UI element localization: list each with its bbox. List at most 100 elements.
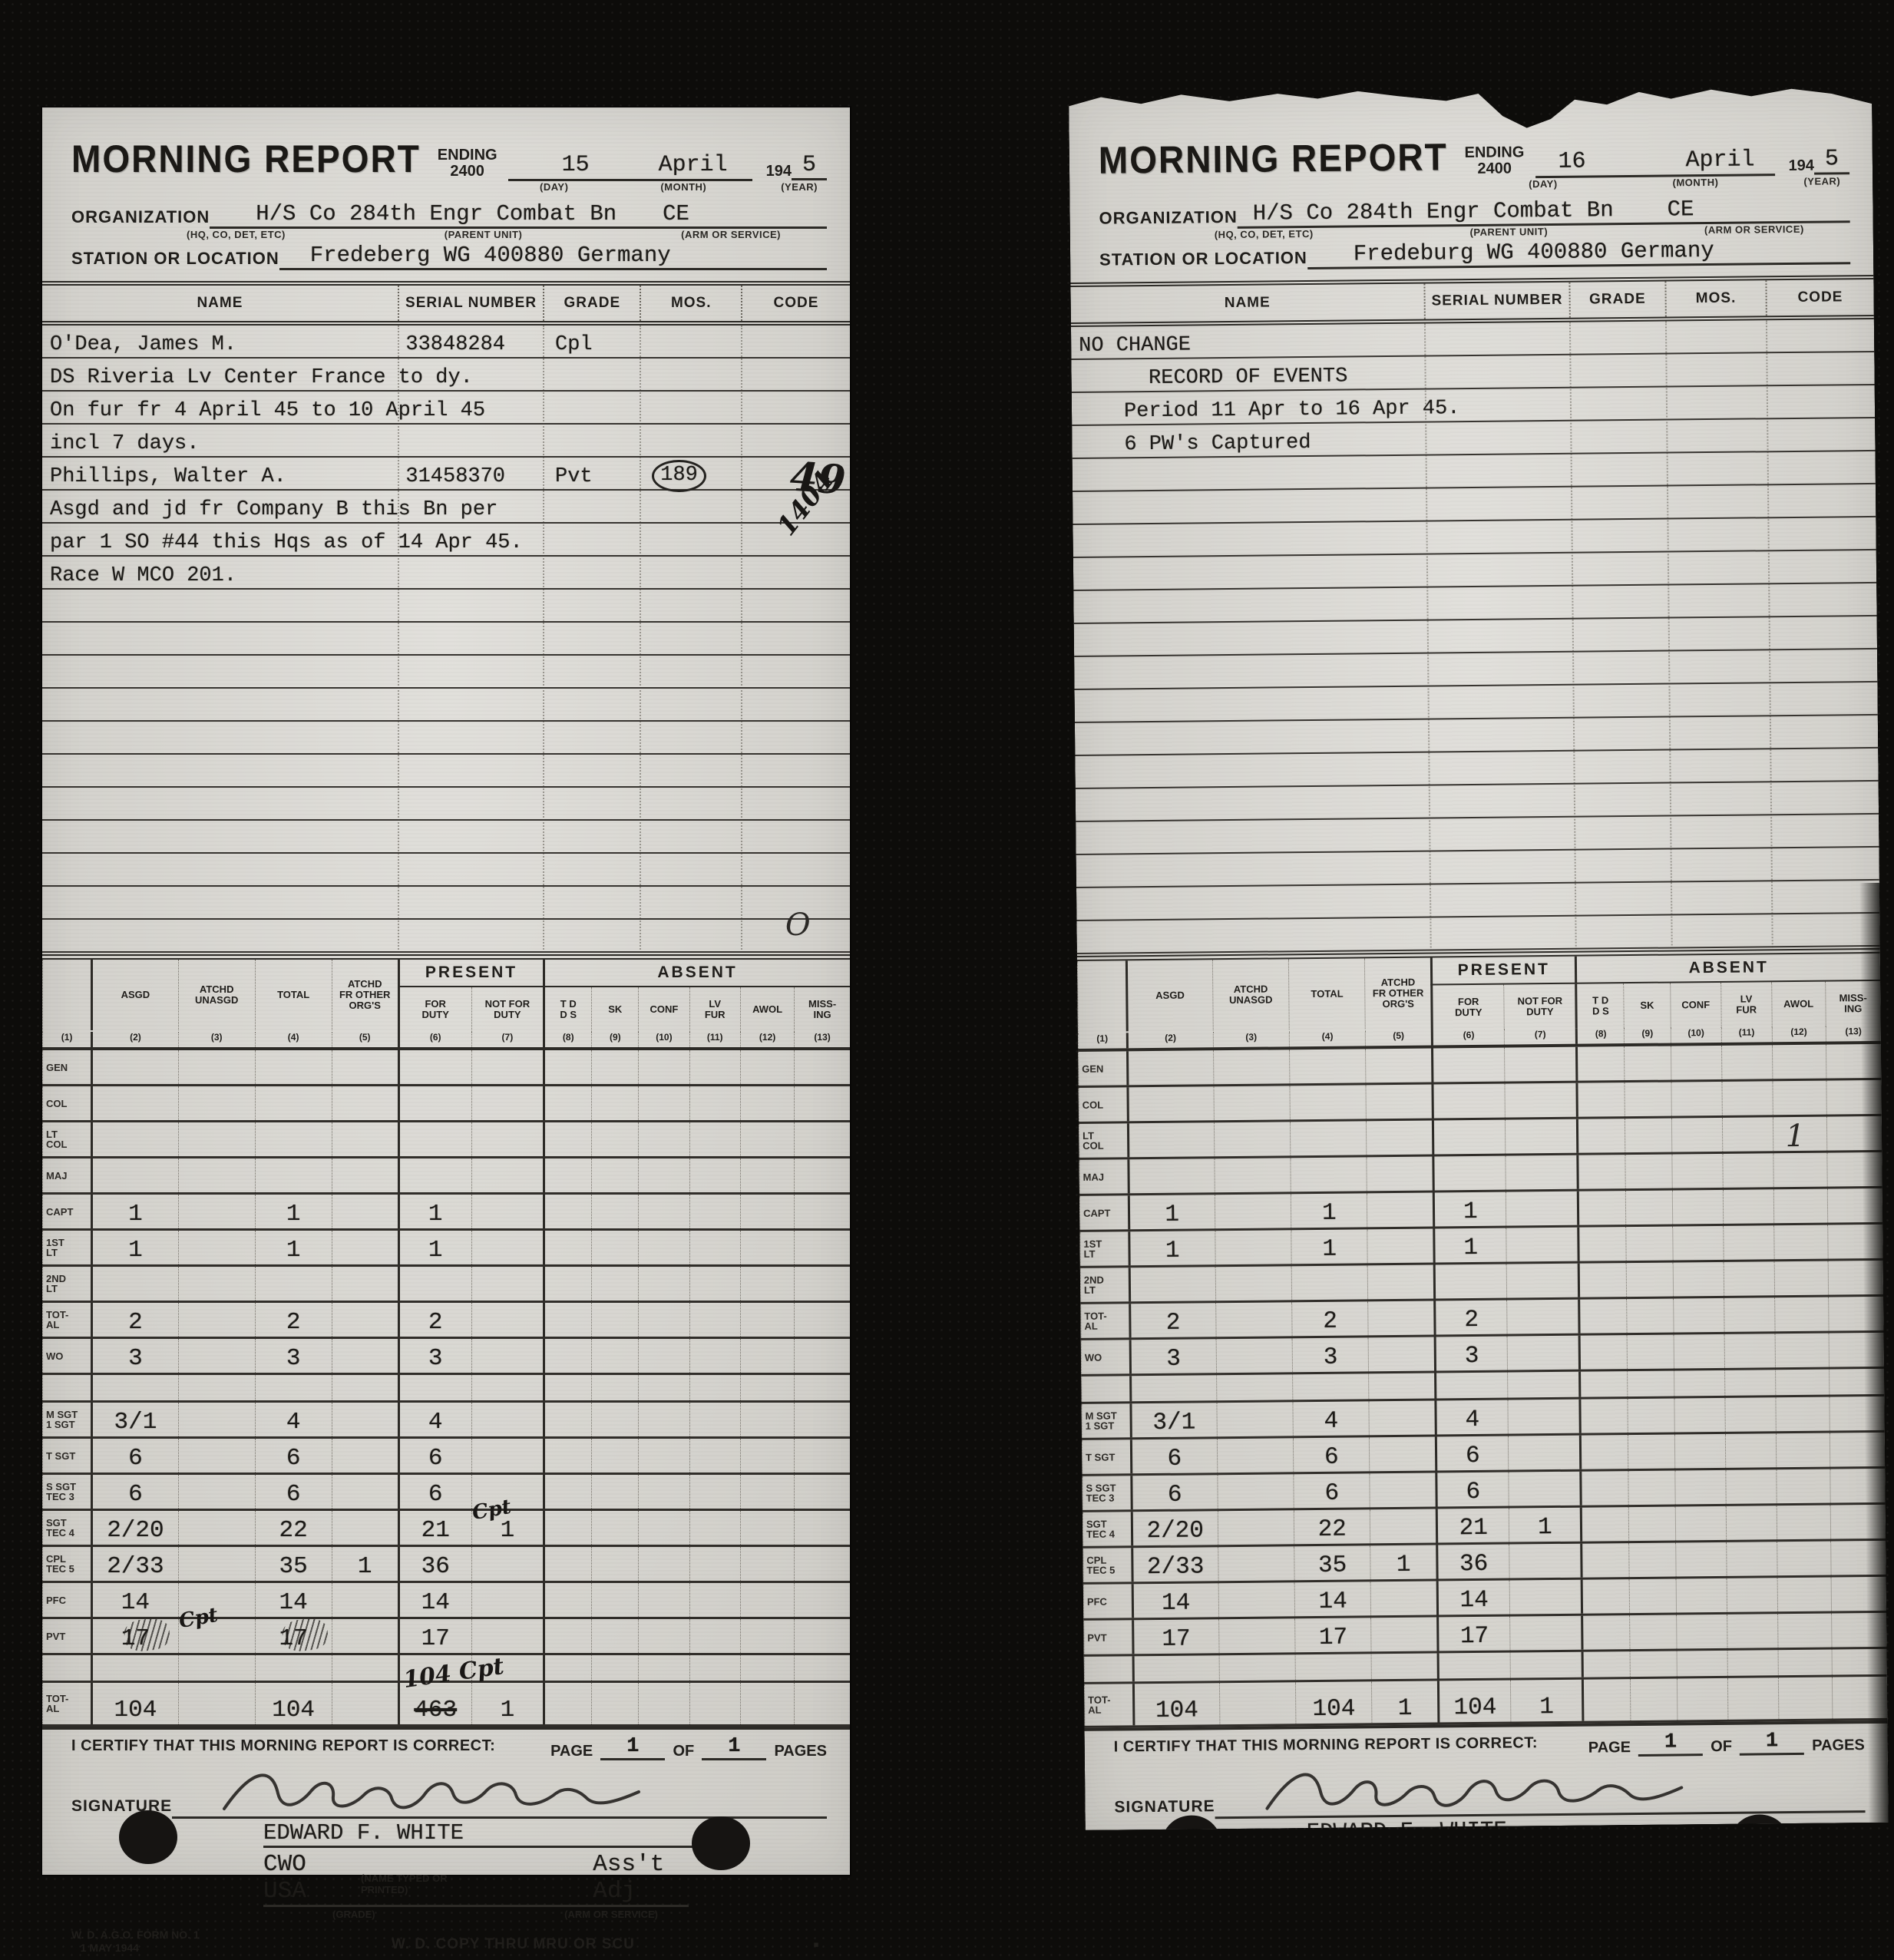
- strength-cell-fd: [397, 1122, 471, 1156]
- strength-cell-lvfur: [1726, 1542, 1777, 1576]
- strength-cell-lvfur: [689, 1339, 740, 1373]
- strength-cell-tdds: [543, 1403, 591, 1436]
- strength-cell-atchd: [331, 1375, 398, 1400]
- strength-cell-atchd: [1369, 1437, 1435, 1472]
- strength-cell-lvfur: [1727, 1614, 1777, 1648]
- signature-scrawl: [1261, 1753, 1691, 1826]
- strength-cell-atchd: [1367, 1157, 1433, 1192]
- cell-value: 17: [1162, 1625, 1191, 1653]
- strength-cell-conf: [1674, 1470, 1725, 1505]
- header-row: MORNING REPORT ENDING 2400 16 April 194 5: [1098, 117, 1849, 182]
- organization-value: H/S Co 284th Engr Combat Bn: [1252, 197, 1614, 226]
- strength-cell-tdds: [543, 1655, 591, 1681]
- strength-cell-nfd: [1507, 1300, 1579, 1334]
- cell-value: 14: [121, 1589, 150, 1616]
- strength-cell-total: 104: [254, 1683, 332, 1724]
- roster-column-headers: NAME SERIAL NUMBER GRADE MOS. CODE: [1070, 275, 1874, 327]
- strength-cell-atchd: [1367, 1193, 1433, 1228]
- strength-cell-unasgd: [177, 1547, 255, 1581]
- col-code: CODE: [1765, 279, 1874, 316]
- cell-value: 1: [1165, 1237, 1180, 1264]
- strength-cell-awol: [739, 1619, 794, 1653]
- station-value: Fredeberg WG 400880 Germany: [309, 243, 671, 268]
- strength-col-unasgd: ATCHD UNASGD: [1212, 959, 1289, 1030]
- strength-cell-sk: [1628, 1471, 1674, 1506]
- strength-col-total: TOTAL: [1288, 958, 1365, 1030]
- strength-cell-sk: [1625, 1119, 1671, 1153]
- strength-cell-fd: 463 104 Cpt: [397, 1653, 505, 1724]
- strength-cell-atchd: [1366, 1085, 1432, 1119]
- strength-cell-tdds: [1576, 1119, 1625, 1153]
- strength-cell-lvfur: [689, 1683, 740, 1724]
- strength-cell-nfd: [471, 1050, 544, 1084]
- cell-value: 6: [286, 1445, 301, 1472]
- cell-value: 2/20: [1146, 1517, 1205, 1545]
- cell-value: 1: [357, 1553, 372, 1580]
- strength-cell-sk: [1624, 1046, 1671, 1081]
- strength-cell-unasgd: [177, 1583, 255, 1617]
- strength-cell-asgd: [91, 1655, 178, 1681]
- strength-col-asgd: ASGD: [1125, 960, 1213, 1031]
- strength-cell-awol: [1777, 1578, 1830, 1612]
- strength-cell-conf: [1674, 1434, 1725, 1469]
- strength-cell-asgd: 2/20: [1131, 1511, 1218, 1545]
- strength-cell-fd: [397, 1655, 471, 1681]
- strength-cell-miss: [1829, 1369, 1884, 1395]
- strength-cell-total: 14: [1294, 1582, 1371, 1616]
- strength-cell-tdds: [1582, 1615, 1630, 1650]
- cell-value: 3/1: [1152, 1409, 1196, 1437]
- strength-cell-lvfur: [689, 1231, 740, 1264]
- record-of-events-title: RECORD OF EVENTS: [1148, 365, 1348, 391]
- strength-cell-lvfur: [1722, 1117, 1773, 1152]
- strength-cell-conf: [1676, 1651, 1727, 1677]
- roster-column-headers: NAME SERIAL NUMBER GRADE MOS. CODE: [42, 281, 850, 326]
- strength-cell-tdds: [543, 1511, 591, 1545]
- strength-cell-atchd: 1: [1371, 1681, 1437, 1723]
- date-month: April: [1685, 147, 1755, 174]
- absent-group: ABSENT: [543, 960, 850, 987]
- col-serial-number: SERIAL NUMBER: [1424, 283, 1569, 319]
- year-digit: 5: [1814, 146, 1849, 174]
- strength-cell-total: [254, 1158, 332, 1192]
- strength-cell-sk: [591, 1619, 638, 1653]
- entry-text: On fur fr 4 April 45 to 10 April 45: [50, 399, 486, 422]
- strength-cell-fd: [1434, 1373, 1507, 1399]
- strength-cell-miss: [1828, 1333, 1884, 1367]
- strength-cell-lvfur: [1721, 1081, 1772, 1116]
- strength-row: T SGT 6 6 6: [42, 1439, 850, 1475]
- strength-cell-asgd: [91, 1122, 178, 1156]
- strength-cell-awol: [739, 1231, 794, 1264]
- strength-cell-conf: [1675, 1542, 1726, 1577]
- rank-label: 2ND LT: [1080, 1268, 1129, 1302]
- strength-cell-conf: [1672, 1226, 1723, 1261]
- strength-cell-atchd: [331, 1050, 398, 1084]
- strength-cell-unasgd: [177, 1475, 255, 1509]
- strength-cell-tdds: [543, 1475, 591, 1509]
- strength-cell-awol: [1772, 1081, 1826, 1116]
- strength-cell-fd: 17: [397, 1619, 471, 1653]
- strength-cell-atchd: [1367, 1229, 1433, 1264]
- strength-cell-atchd: [331, 1583, 398, 1617]
- strength-cell-atchd: [331, 1231, 398, 1264]
- strength-cell-lvfur: [689, 1195, 740, 1228]
- strength-cell-tdds: [543, 1050, 591, 1084]
- strength-cell-miss: [794, 1683, 850, 1724]
- strength-cell-nfd: 1: [471, 1511, 544, 1545]
- strength-cell-total: [254, 1086, 332, 1120]
- strength-cell-nfd: [471, 1439, 544, 1472]
- strength-cell-nfd: [1504, 1047, 1576, 1082]
- strength-cell-total: 14: [254, 1583, 332, 1617]
- strength-cell-lvfur: [689, 1122, 740, 1156]
- strength-cell-tdds: [543, 1231, 591, 1264]
- morning-report-left: MORNING REPORT ENDING 2400 15 April 194 5…: [42, 107, 850, 1954]
- cell-value: 1: [428, 1201, 443, 1228]
- strength-table: ASGD ATCHD UNASGD TOTAL ATCHD FR OTHER ORG'…: [1077, 948, 1888, 1731]
- strength-cell-fd: [397, 1086, 471, 1120]
- strength-cell-nfd: [1509, 1544, 1582, 1578]
- strength-cell-nfd: [1507, 1336, 1579, 1370]
- entry-serial: 33848284: [405, 333, 506, 356]
- strength-cell-tdds: [1578, 1335, 1627, 1370]
- strength-cell-asgd: 17: [1132, 1619, 1218, 1654]
- strength-cell-total: 2: [254, 1303, 332, 1337]
- rank-label: S SGT TEC 3: [42, 1475, 91, 1509]
